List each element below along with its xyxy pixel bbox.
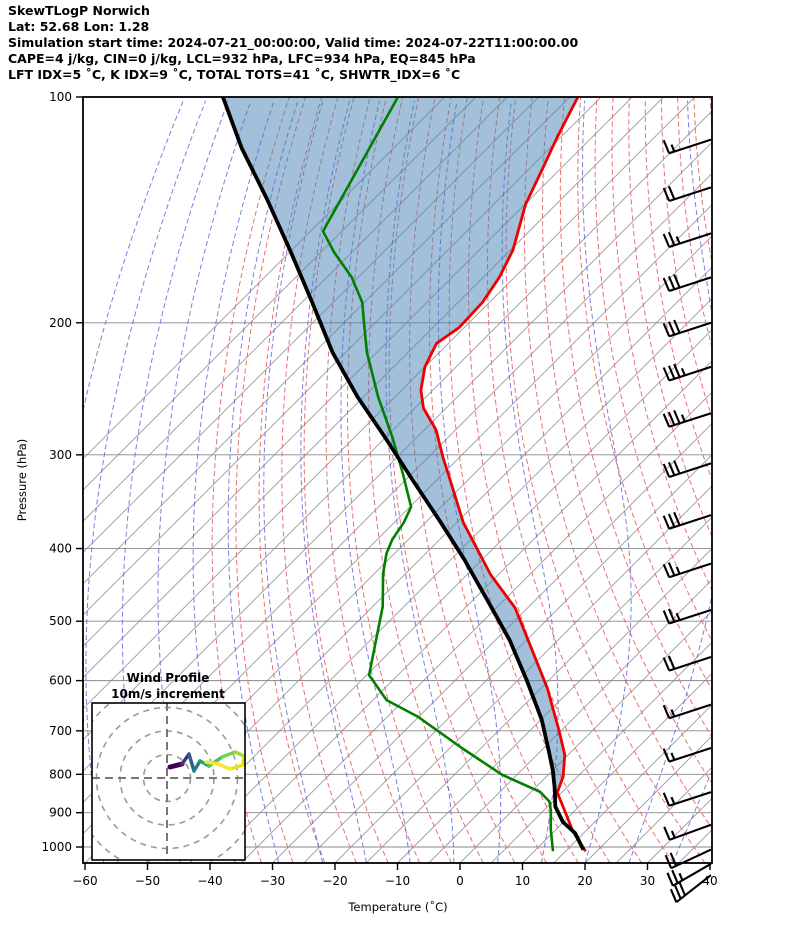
x-tick-label: −20 bbox=[322, 874, 347, 888]
wind-barb bbox=[662, 231, 712, 248]
hodograph-inset: Wind Profile 10m/s increment bbox=[91, 671, 246, 861]
y-tick-label: 600 bbox=[49, 674, 72, 688]
wind-barb bbox=[662, 409, 712, 428]
x-axis: −60 −50 −40 −30 −20 −10 0 10 20 30 40 bbox=[72, 863, 718, 888]
x-tick-label: 10 bbox=[515, 874, 530, 888]
grid-isotherms bbox=[83, 97, 712, 863]
x-tick-label: 0 bbox=[456, 874, 464, 888]
wind-barb bbox=[666, 862, 712, 887]
wind-barb bbox=[662, 460, 712, 479]
hodograph-border bbox=[91, 702, 246, 861]
x-tick-label: −40 bbox=[197, 874, 222, 888]
header-title: SkewTLogP Norwich bbox=[8, 3, 150, 18]
y-axis: 100 200 300 400 500 600 700 800 900 1000 bbox=[41, 90, 83, 854]
wind-barb bbox=[662, 363, 712, 382]
wind-barb bbox=[662, 655, 712, 672]
wind-barb bbox=[662, 703, 712, 720]
hodograph-title: Wind Profile bbox=[127, 671, 210, 685]
wind-barb bbox=[662, 511, 712, 530]
y-tick-label: 300 bbox=[49, 448, 72, 462]
parcel-curve bbox=[221, 97, 586, 851]
wind-barb bbox=[662, 747, 712, 763]
hodograph-rings-and-trace bbox=[92, 703, 245, 860]
y-tick-label: 1000 bbox=[41, 840, 72, 854]
header-latlon: Lat: 52.68 Lon: 1.28 bbox=[8, 19, 149, 34]
cape-shading bbox=[222, 97, 578, 793]
wind-barb bbox=[662, 562, 712, 579]
y-tick-label: 900 bbox=[49, 806, 72, 820]
wind-barb bbox=[662, 138, 712, 155]
x-tick-label: −10 bbox=[385, 874, 410, 888]
x-tick-label: 20 bbox=[577, 874, 592, 888]
y-tick-label: 800 bbox=[49, 767, 72, 781]
hodograph-background bbox=[92, 703, 245, 860]
x-tick-label: 30 bbox=[640, 874, 655, 888]
y-tick-label: 700 bbox=[49, 724, 72, 738]
dewpoint-curve bbox=[321, 97, 555, 852]
y-tick-label: 400 bbox=[49, 542, 72, 556]
x-tick-label: −60 bbox=[72, 874, 97, 888]
header-cape-line: CAPE=4 j/kg, CIN=0 j/kg, LCL=932 hPa, LF… bbox=[8, 51, 476, 66]
x-tick-label: 40 bbox=[702, 874, 717, 888]
wind-barb bbox=[669, 874, 712, 903]
wind-barb bbox=[662, 608, 712, 625]
header-times: Simulation start time: 2024-07-21_00:00:… bbox=[8, 35, 578, 51]
temperature-curve bbox=[419, 97, 587, 852]
y-tick-label: 100 bbox=[49, 90, 72, 104]
wind-barb bbox=[663, 823, 712, 841]
wind-barb bbox=[662, 185, 712, 203]
header-indices-line: LFT IDX=5 ˚C, K IDX=9 ˚C, TOTAL TOTS=41 … bbox=[8, 67, 460, 83]
x-axis-label: Temperature (˚C) bbox=[347, 899, 447, 914]
y-tick-label: 200 bbox=[49, 316, 72, 330]
x-tick-label: −30 bbox=[260, 874, 285, 888]
wind-barb bbox=[662, 274, 712, 293]
wind-barb bbox=[664, 848, 712, 870]
wind-barb bbox=[662, 791, 712, 807]
wind-barbs bbox=[662, 138, 712, 903]
y-tick-label: 500 bbox=[49, 614, 72, 628]
x-tick-label: −50 bbox=[135, 874, 160, 888]
y-axis-label: Pressure (hPa) bbox=[15, 439, 29, 522]
hodograph-subtitle: 10m/s increment bbox=[111, 687, 225, 701]
wind-barb bbox=[662, 319, 712, 338]
